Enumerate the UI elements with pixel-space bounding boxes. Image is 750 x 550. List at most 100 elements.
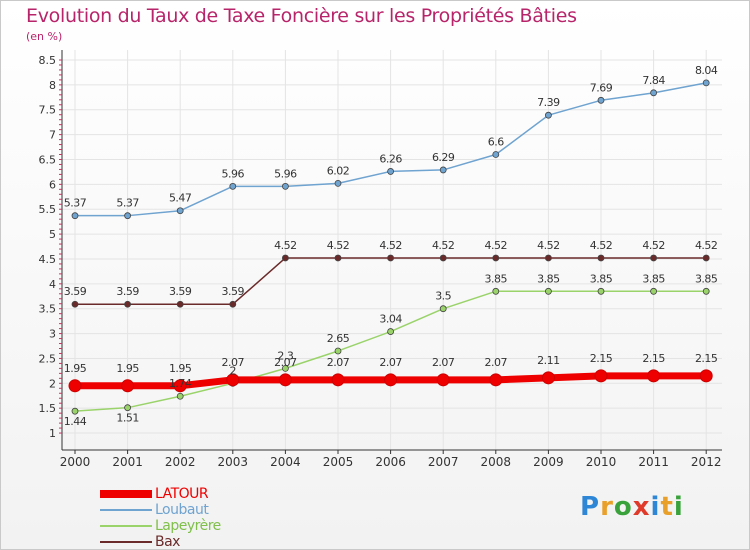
x-tick-label: 2005 (323, 455, 354, 469)
data-label-latour: 2.07 (485, 356, 508, 369)
data-label-loubaut: 7.84 (642, 74, 665, 87)
data-label-lapeyrère: 3.04 (379, 313, 402, 326)
y-tick-label: 7 (49, 129, 56, 142)
x-tick-label: 2004 (270, 455, 301, 469)
y-tick-label: 8.5 (39, 54, 57, 67)
data-label-latour: 2.07 (327, 356, 350, 369)
data-point-bax (71, 300, 79, 308)
data-point-lapeyrère (702, 287, 710, 295)
y-tick-label: 8 (49, 79, 56, 92)
data-point-latour (594, 369, 608, 383)
data-label-bax: 4.52 (537, 239, 560, 252)
data-label-loubaut: 6.29 (432, 151, 455, 164)
data-label-latour: 2.11 (537, 354, 560, 367)
x-tick-label: 2002 (165, 455, 196, 469)
data-point-loubaut (545, 111, 552, 119)
logo-letter: x (632, 492, 651, 522)
data-label-loubaut: 8.04 (695, 64, 718, 77)
data-label-latour: 1.95 (64, 362, 87, 375)
data-point-lapeyrère (545, 287, 552, 295)
y-tick-label: 4 (49, 278, 56, 291)
x-tick-label: 2007 (428, 455, 459, 469)
data-point-lapeyrère (176, 392, 184, 400)
legend-swatch (100, 525, 152, 527)
legend-swatch (100, 490, 152, 498)
data-point-bax (545, 254, 552, 262)
y-tick-label: 5.5 (39, 203, 57, 216)
data-point-loubaut (229, 182, 237, 190)
y-tick-label: 6 (49, 178, 56, 191)
x-tick-label: 2000 (60, 455, 91, 469)
y-tick-label: 3.5 (39, 303, 57, 316)
data-point-lapeyrère (71, 407, 79, 415)
legend-label: Bax (155, 534, 180, 550)
data-point-loubaut (702, 79, 710, 87)
y-tick-label: 7.5 (39, 104, 57, 117)
data-point-bax (176, 300, 184, 308)
data-point-latour (173, 379, 187, 393)
data-point-bax (439, 254, 447, 262)
logo-letter: i (673, 492, 684, 522)
data-label-lapeyrère: 3.85 (590, 272, 613, 285)
data-label-lapeyrère: 3.85 (695, 272, 718, 285)
data-label-bax: 4.52 (695, 239, 718, 252)
data-point-lapeyrère (597, 287, 605, 295)
y-tick-label: 2 (49, 377, 56, 390)
data-label-bax: 4.52 (327, 239, 350, 252)
y-tick-label: 1.5 (39, 402, 57, 415)
legend-item-latour: LATOUR (100, 486, 300, 502)
legend-swatch (100, 509, 152, 511)
x-tick-label: 2008 (481, 455, 512, 469)
data-label-bax: 3.59 (64, 285, 87, 298)
data-label-lapeyrère: 3.85 (485, 272, 508, 285)
data-point-lapeyrère (334, 347, 342, 355)
logo-letter: r (600, 492, 614, 522)
data-point-bax (702, 254, 710, 262)
data-label-loubaut: 5.37 (116, 197, 139, 210)
data-point-latour (699, 369, 713, 383)
data-point-latour (278, 373, 292, 387)
data-label-bax: 4.52 (642, 239, 665, 252)
data-point-latour (384, 373, 398, 387)
data-label-loubaut: 6.02 (327, 164, 350, 177)
data-label-bax: 3.59 (222, 285, 245, 298)
data-point-loubaut (650, 89, 657, 97)
legend-label: Lapeyrère (155, 518, 221, 534)
data-point-loubaut (439, 166, 447, 174)
data-label-lapeyrère: 3.5 (435, 290, 451, 303)
data-label-lapeyrère: 1.74 (169, 377, 192, 390)
data-label-latour: 2.07 (432, 356, 455, 369)
data-point-lapeyrère (281, 364, 289, 372)
x-tick-label: 2003 (218, 455, 249, 469)
data-label-latour: 2.15 (642, 352, 665, 365)
legend-label: Loubaut (155, 502, 209, 518)
data-label-bax: 4.52 (485, 239, 508, 252)
x-tick-label: 2010 (586, 455, 617, 469)
data-label-loubaut: 5.96 (222, 167, 245, 180)
x-tick-label: 2001 (112, 455, 143, 469)
legend-item-bax: Bax (100, 534, 300, 550)
data-label-bax: 4.52 (590, 239, 613, 252)
data-point-loubaut (281, 182, 289, 190)
data-label-lapeyrère: 1.51 (116, 412, 139, 425)
legend-item-loubaut: Loubaut (100, 502, 300, 518)
logo-letter: t (660, 492, 674, 522)
logo-letter: i (650, 492, 661, 522)
data-point-loubaut (597, 96, 605, 104)
data-point-loubaut (387, 168, 395, 175)
data-point-lapeyrère (492, 287, 500, 295)
y-tick-label: 2.5 (39, 352, 57, 365)
data-label-loubaut: 7.69 (590, 81, 613, 94)
x-tick-label: 2012 (691, 455, 722, 469)
chart-subtitle: (en %) (26, 30, 63, 43)
data-point-latour (436, 373, 450, 387)
data-label-lapeyrère: 3.85 (642, 272, 665, 285)
data-point-latour (226, 373, 240, 387)
legend-swatch (100, 541, 152, 543)
y-tick-label: 5 (49, 228, 56, 241)
data-label-bax: 3.59 (116, 285, 139, 298)
data-label-bax: 4.52 (432, 239, 455, 252)
data-label-lapeyrère: 2 (230, 364, 237, 377)
